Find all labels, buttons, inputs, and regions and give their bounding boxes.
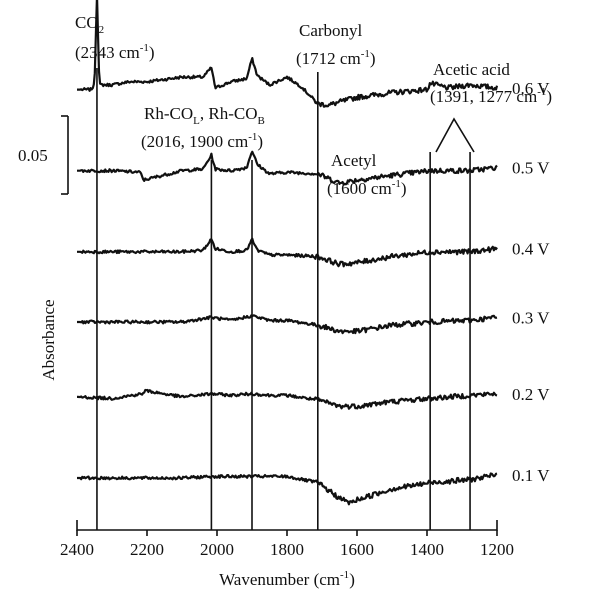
acetyl-close: ) [401, 179, 407, 198]
rhco-main1: Rh-CO [144, 104, 193, 123]
acetic-close: ) [546, 87, 552, 106]
acetyl-value: (1600 cm [327, 179, 392, 198]
x-tick-label: 1800 [270, 540, 304, 559]
spectrum-trace [76, 150, 498, 186]
annotation-rh-co-value: (2016, 1900 cm-1) [141, 131, 263, 151]
rhco-value: (2016, 1900 cm [141, 132, 248, 151]
spectrum-trace [76, 472, 498, 506]
annotation-acetic-name: Acetic acid [433, 60, 510, 79]
annotation-co2: CO2 (2343 cm-1) [75, 13, 155, 62]
acetic-sup: -1 [537, 86, 546, 98]
acetic-value: (1391, 1277 cm [430, 87, 537, 106]
x-axis-title-main: Wavenumber (cm [219, 570, 340, 589]
scale-bar: 0.05 [18, 115, 69, 195]
trace-label: 0.4 V [512, 240, 550, 259]
annotation-co2-value: (2343 cm-1) [75, 42, 155, 62]
carbonyl-sup: -1 [361, 48, 370, 60]
trace-label: 0.5 V [512, 159, 550, 178]
rhco-sep: , [200, 104, 209, 123]
trace-label: 0.2 V [512, 385, 550, 404]
annotation-acetyl-value: (1600 cm-1) [327, 178, 407, 198]
annotation-carbonyl: Carbonyl (1712 cm-1) [296, 21, 376, 68]
carbonyl-value: (1712 cm [296, 49, 361, 68]
marker-lines [96, 68, 471, 530]
x-tick-label: 1200 [480, 540, 514, 559]
trace-labels: 0.6 V 0.5 V 0.4 V 0.3 V 0.2 V 0.1 V [512, 79, 550, 485]
x-axis-title: Wavenumber (cm-1) [219, 569, 355, 589]
x-tick-label: 2200 [130, 540, 164, 559]
annotation-co2-name: CO2 [75, 13, 104, 36]
trace-label: 0.1 V [512, 466, 550, 485]
x-tick-label: 2000 [200, 540, 234, 559]
rhco-main2: Rh-CO [208, 104, 257, 123]
co2-main: CO [75, 13, 99, 32]
co2-sub: 2 [99, 24, 105, 36]
x-tick-label: 2400 [60, 540, 94, 559]
trace-label: 0.6 V [512, 79, 550, 98]
annotation-carbonyl-name: Carbonyl [299, 21, 363, 40]
annotation-rh-co-name: Rh-COL, Rh-COB [144, 104, 265, 127]
spectrum-trace [76, 0, 499, 108]
rhco-sup: -1 [248, 131, 257, 143]
scale-bar-label: 0.05 [18, 146, 48, 165]
spectrum-trace [76, 314, 498, 335]
rhco-sub2: B [257, 115, 264, 127]
rhco-sub1: L [193, 115, 200, 127]
x-axis-line [76, 520, 498, 531]
x-axis-title-close: ) [349, 570, 355, 589]
x-tick-label: 1600 [340, 540, 374, 559]
spectra-traces [76, 0, 499, 506]
carbonyl-close: ) [370, 49, 376, 68]
acetyl-sup: -1 [392, 178, 401, 190]
spectrum-trace [76, 388, 498, 410]
trace-label: 0.3 V [512, 308, 550, 327]
x-ticks: 2400 2200 2000 1800 1600 1400 1200 [60, 530, 514, 559]
annotation-rh-co: Rh-COL, Rh-COB (2016, 1900 cm-1) [141, 104, 265, 151]
annotation-acetic-value: (1391, 1277 cm-1) [430, 86, 552, 106]
rhco-close: ) [257, 132, 263, 151]
co2-value: (2343 cm [75, 43, 140, 62]
annotation-acetyl-name: Acetyl [331, 151, 377, 170]
y-axis-title: Absorbance [39, 299, 58, 380]
x-tick-label: 1400 [410, 540, 444, 559]
x-axis-title-sup: -1 [340, 569, 349, 581]
spectrum-trace [76, 237, 498, 268]
annotation-acetic-acid: Acetic acid (1391, 1277 cm-1) [430, 60, 552, 153]
acetic-acid-bracket [435, 117, 475, 153]
co2-close: ) [149, 43, 155, 62]
co2-sup: -1 [140, 42, 149, 54]
annotation-acetyl: Acetyl (1600 cm-1) [327, 151, 407, 198]
annotation-carbonyl-value: (1712 cm-1) [296, 48, 376, 68]
axis-layer [76, 520, 498, 531]
